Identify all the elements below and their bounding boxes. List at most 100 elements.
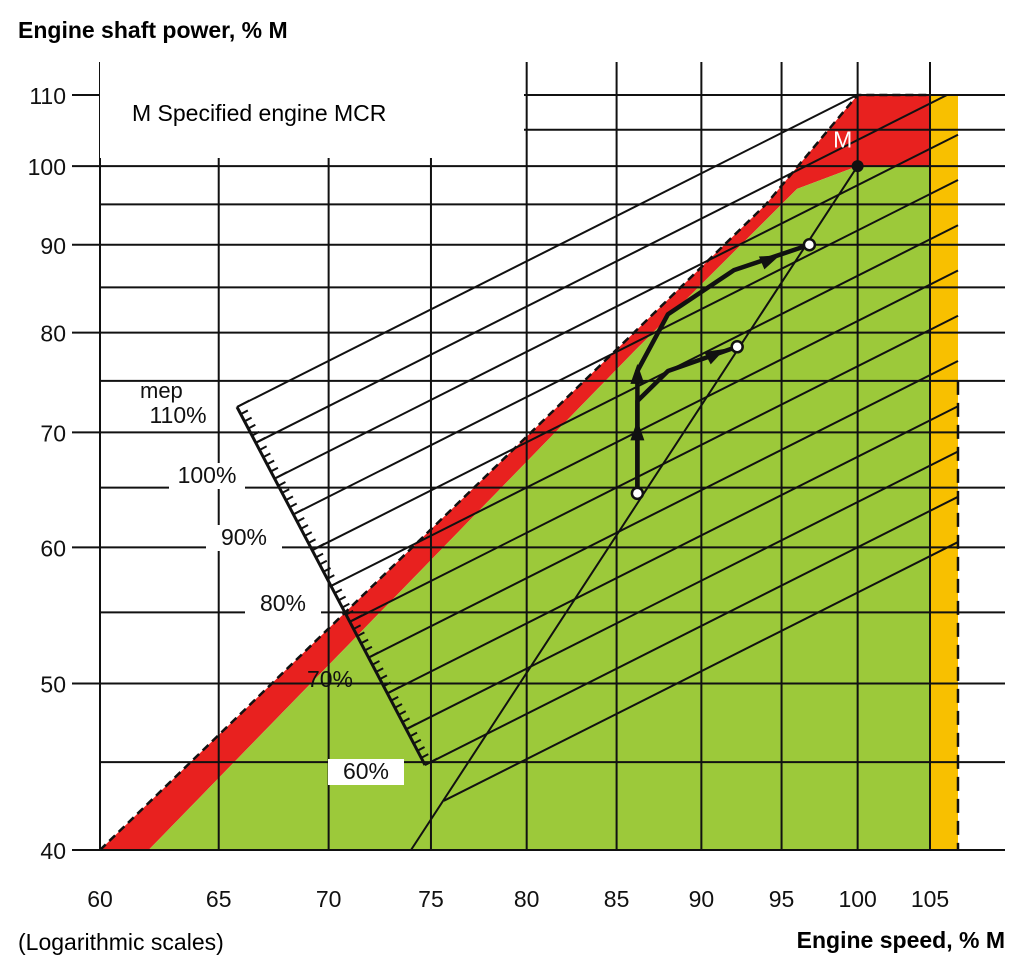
mep-scale-tick xyxy=(281,488,290,494)
mep-scale-tick xyxy=(401,717,410,723)
y-tick-label: 80 xyxy=(40,321,66,347)
legend-text: M Specified engine MCR xyxy=(132,100,386,126)
mep-scale-tick xyxy=(371,660,380,666)
mep-line xyxy=(405,450,959,731)
mep-scale-tick xyxy=(274,471,288,480)
mep-scale-tick xyxy=(417,746,426,752)
mep-scale-tick xyxy=(379,674,388,680)
x-tick-label: 75 xyxy=(418,886,444,912)
x-tick-label: 70 xyxy=(316,886,342,912)
mep-scale-tick xyxy=(413,738,422,745)
mep-scale-tick xyxy=(240,409,249,416)
x-tick-label: 85 xyxy=(604,886,630,912)
mep-scale-tick xyxy=(244,416,253,423)
mep-scale-tick xyxy=(289,502,298,509)
mep-scale-tick xyxy=(345,610,354,616)
mep-percent-label: 70% xyxy=(307,666,353,692)
mep-label-bg xyxy=(328,759,404,785)
mep-line xyxy=(443,541,959,802)
mep-scale-tick xyxy=(334,588,343,595)
mep-scale-tick xyxy=(330,580,342,587)
y-tick-label: 70 xyxy=(40,420,66,446)
mep-scale-tick xyxy=(270,466,279,473)
mep-scale-tick xyxy=(296,516,305,523)
x-tick-label: 100 xyxy=(838,886,876,912)
mep-scale-tick xyxy=(326,574,335,580)
mep-scale-tick xyxy=(315,552,324,559)
mep-scale-tick xyxy=(341,602,350,609)
mep-line xyxy=(292,179,959,516)
mcr-point xyxy=(851,160,864,173)
x-tick-label: 80 xyxy=(514,886,540,912)
direction-arrow xyxy=(704,348,726,365)
mep-scale-tick xyxy=(255,436,267,444)
mep-scale-tick xyxy=(311,542,326,552)
mep-scale-tick xyxy=(375,667,384,673)
mep-scale-tick xyxy=(300,524,309,530)
chart-title: Engine shaft power, % M xyxy=(18,17,288,43)
y-ticks-group: 40 50 60 70 80 90 100 110 xyxy=(28,83,100,864)
mep-label-bg xyxy=(169,463,245,489)
direction-arrow xyxy=(630,363,645,384)
y-tick-label: 90 xyxy=(40,233,66,259)
legend-box xyxy=(100,62,524,158)
footnote-log-scales: (Logarithmic scales) xyxy=(18,929,224,955)
legend: M Specified engine MCR xyxy=(100,62,524,158)
direction-arrow xyxy=(630,420,645,441)
x-tick-label: 65 xyxy=(206,886,232,912)
mep-scale-tick xyxy=(356,631,365,638)
mep-scale-tick xyxy=(304,531,313,537)
y-tick-label: 50 xyxy=(40,671,66,697)
y-tick-label: 40 xyxy=(40,838,66,864)
curves-group: M xyxy=(99,93,960,851)
mep-label-bg xyxy=(245,591,321,617)
series-propeller-curve xyxy=(410,165,859,851)
overload-boundary-line xyxy=(99,93,930,851)
mep-percent-label: 60% xyxy=(343,758,389,784)
x-tick-label: 60 xyxy=(87,886,113,912)
mep-line xyxy=(424,495,959,766)
region-speed-limit-band xyxy=(930,95,958,850)
mep-scale-tick xyxy=(251,431,260,437)
y-tick-label: 100 xyxy=(28,154,66,180)
path-endpoint-marker xyxy=(802,238,817,252)
mep-scale-tick xyxy=(424,757,438,766)
mep-label: mep xyxy=(140,378,183,403)
mep-scale-tick xyxy=(307,538,316,544)
mep-scale-tick xyxy=(364,645,373,652)
mep-scale-tick xyxy=(394,703,403,709)
mep-line xyxy=(274,133,959,480)
series-acceleration-path-2 xyxy=(635,344,740,496)
mcr-point-label: M xyxy=(833,127,852,153)
mep-line xyxy=(311,224,959,552)
mep-scale-tick xyxy=(338,595,347,602)
mep-line xyxy=(236,94,858,408)
mep-line xyxy=(255,94,948,444)
mep-scale-tick xyxy=(285,495,294,501)
mep-scale-tick xyxy=(247,423,256,430)
mep-line xyxy=(386,405,959,695)
mep-scale-tick xyxy=(390,695,399,702)
mep-scale-tick xyxy=(266,459,275,466)
x-tick-label: 95 xyxy=(769,886,795,912)
mep-scale-tick xyxy=(360,638,369,645)
region-operating-area xyxy=(148,166,931,851)
mep-scale-tick xyxy=(405,723,417,731)
x-ticks-group: 60 65 70 75 80 85 90 95 100 105 xyxy=(87,886,949,912)
mep-label-bg xyxy=(206,525,282,551)
mep-scale-tick xyxy=(323,567,332,573)
mep-scale-tick xyxy=(259,445,268,451)
mep-line xyxy=(349,314,959,623)
mep-scale-tick xyxy=(398,710,407,716)
mep-scale-tick xyxy=(277,481,286,487)
mep-scale-tick xyxy=(353,624,362,630)
x-tick-label: 105 xyxy=(911,886,949,912)
mep-scale-tick xyxy=(349,614,363,623)
y-tick-label: 60 xyxy=(40,535,66,561)
mep-label-bg xyxy=(140,403,216,429)
mep-scale-tick xyxy=(319,559,328,566)
mep-percent-label: 90% xyxy=(221,524,267,550)
mep-scale-tick xyxy=(420,753,429,759)
